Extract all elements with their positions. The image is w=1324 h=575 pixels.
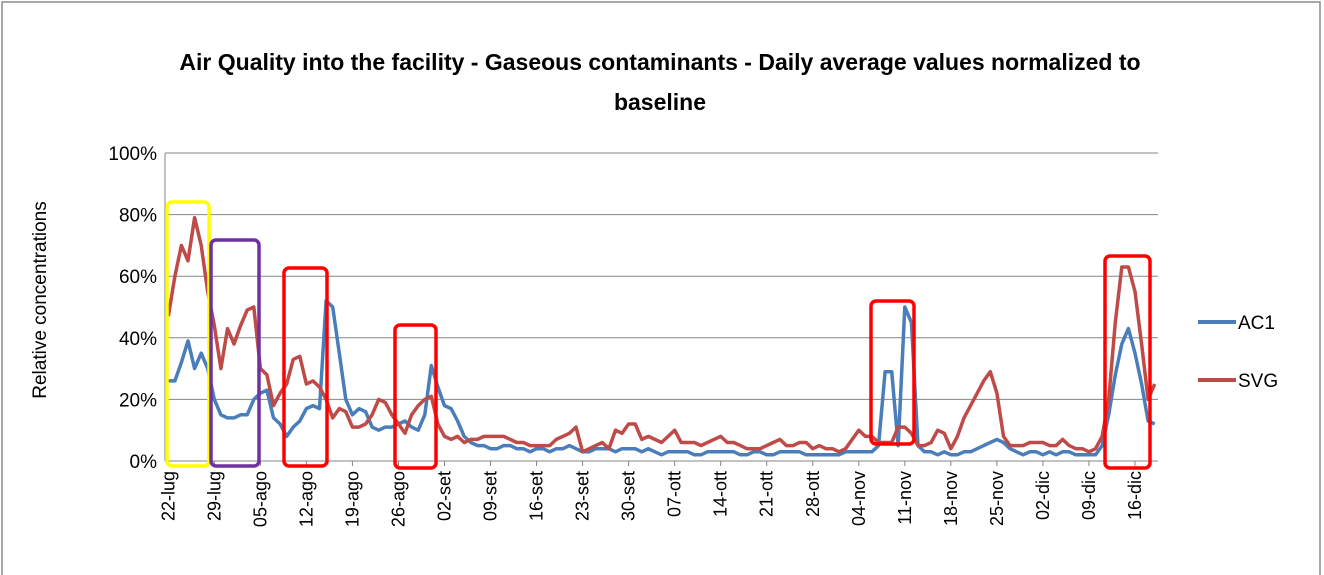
- series-line: [166, 215, 1157, 454]
- highlight-box: [1103, 254, 1152, 470]
- x-tick-label: 05-ago: [250, 471, 270, 527]
- x-tick-label: 26-ago: [388, 471, 408, 527]
- y-tick-label: 80%: [119, 206, 157, 227]
- highlight-box: [209, 238, 261, 468]
- x-tick-label: 02-dic: [1033, 471, 1053, 520]
- x-tick-label: 11-nov: [895, 471, 915, 525]
- y-axis-label: Relative concentrations: [30, 201, 51, 399]
- x-tick-label: 09-set: [481, 471, 501, 521]
- x-tick-label: 19-ago: [342, 471, 362, 527]
- highlight-box: [393, 323, 438, 470]
- x-tick-label: 09-dic: [1079, 471, 1099, 520]
- y-tick-label: 20%: [119, 390, 157, 411]
- x-tick-label: 28-ott: [803, 471, 823, 517]
- plot-area: 0% 20% 40% 60% 80% 100% 22-lug 29-lug 05-ago 12-a…: [108, 144, 1158, 527]
- series-line: [168, 299, 1156, 457]
- y-tick-label: 40%: [119, 329, 157, 350]
- x-tick-label: 14-ott: [711, 471, 731, 517]
- y-tick-label: 100%: [108, 144, 157, 165]
- x-tick-label: 29-lug: [204, 471, 224, 521]
- x-tick-label: 22-lug: [158, 471, 178, 521]
- x-tick-label: 25-nov: [987, 471, 1007, 526]
- highlight-box: [869, 299, 916, 446]
- highlights: [165, 200, 1152, 470]
- legend-label: SVG: [1238, 371, 1278, 392]
- highlight-box: [165, 200, 211, 468]
- x-tick-label: 12-ago: [296, 471, 316, 527]
- x-tick-label: 02-set: [434, 471, 454, 521]
- x-tick-label: 21-ott: [757, 471, 777, 517]
- y-tick-label: 0%: [130, 452, 158, 473]
- chart-title: Air Quality into the facility - Gaseous …: [179, 49, 1141, 115]
- x-tick-label: 18-nov: [941, 471, 961, 526]
- highlight-box: [282, 266, 329, 468]
- x-tick-label: 23-set: [573, 471, 593, 521]
- y-tick-label: 60%: [119, 267, 157, 288]
- x-tick-label: 04-nov: [849, 471, 869, 526]
- legend-label: AC1: [1238, 313, 1275, 334]
- x-tick-label: 16-dic: [1125, 471, 1145, 520]
- x-tick-label: 30-set: [619, 471, 639, 521]
- x-tick-label: 16-set: [527, 471, 547, 521]
- x-tick-label: 07-ott: [665, 471, 685, 517]
